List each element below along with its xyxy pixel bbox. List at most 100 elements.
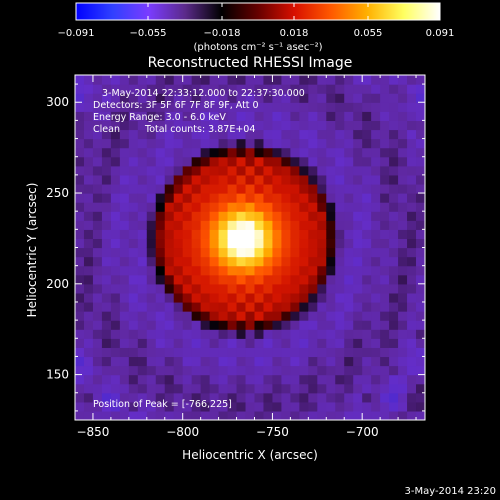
heatmap-cell xyxy=(317,93,327,103)
colorbar-tick-label: −0.018 xyxy=(203,28,240,39)
heatmap-cell xyxy=(344,75,354,85)
heatmap-cell xyxy=(218,138,229,149)
heatmap-cell xyxy=(326,329,336,339)
heatmap-cell xyxy=(155,84,166,94)
heatmap-cell xyxy=(362,129,372,140)
heatmap-cell xyxy=(389,102,399,112)
heatmap-cell xyxy=(191,356,202,367)
heatmap-cell xyxy=(344,392,354,403)
heatmap-cell xyxy=(353,320,363,330)
heatmap-cell xyxy=(290,338,300,348)
heatmap-cell xyxy=(191,220,202,230)
heatmap-cell xyxy=(83,102,94,112)
heatmap-cell xyxy=(173,211,184,221)
heatmap-cell xyxy=(218,247,229,258)
heatmap-cell xyxy=(209,392,220,403)
heatmap-cell xyxy=(344,229,354,240)
heatmap-cell xyxy=(245,220,256,230)
heatmap-cell xyxy=(335,238,345,249)
heatmap-cell xyxy=(362,202,372,212)
heatmap-cell xyxy=(75,111,85,121)
heatmap-cell xyxy=(326,129,336,140)
heatmap-cell xyxy=(92,111,103,121)
heatmap-cell xyxy=(75,356,85,367)
heatmap-cell xyxy=(182,156,193,167)
heatmap-cell xyxy=(371,365,381,376)
heatmap-cell xyxy=(173,138,184,149)
heatmap-cell xyxy=(416,102,425,112)
heatmap-cell xyxy=(389,401,399,412)
heatmap-cell xyxy=(227,202,238,212)
heatmap-cell xyxy=(308,311,318,321)
heatmap-cell xyxy=(272,138,283,149)
heatmap-cell xyxy=(83,111,94,121)
heatmap-cell xyxy=(416,111,425,121)
heatmap-cell xyxy=(272,311,283,321)
heatmap-cell xyxy=(128,265,139,276)
heatmap-cell xyxy=(101,301,112,312)
heatmap-cell xyxy=(110,111,121,121)
heatmap-cell xyxy=(227,129,238,140)
heatmap-cell xyxy=(245,338,256,348)
heatmap-cell xyxy=(389,383,399,394)
heatmap-cell xyxy=(164,292,175,303)
heatmap-cell xyxy=(200,174,211,185)
heatmap-cell xyxy=(245,229,256,240)
heatmap-cell xyxy=(308,401,318,412)
x-tick-label: −850 xyxy=(76,425,109,439)
heatmap-cell xyxy=(398,238,408,249)
heatmap-cell xyxy=(200,238,211,249)
heatmap-cell xyxy=(173,156,184,167)
heatmap-cell xyxy=(83,265,94,276)
heatmap-cell xyxy=(218,84,229,94)
heatmap-cell xyxy=(272,301,283,312)
heatmap-cell xyxy=(218,311,229,321)
heatmap-cell xyxy=(335,311,345,321)
heatmap-cell xyxy=(308,301,318,312)
heatmap-cell xyxy=(164,265,175,276)
heatmap-cell xyxy=(227,111,238,121)
heatmap-cell xyxy=(209,347,220,358)
y-axis-label: Heliocentric Y (arcsec) xyxy=(25,183,39,318)
heatmap-cell xyxy=(380,183,390,194)
heatmap-cell xyxy=(128,410,139,420)
heatmap-cell xyxy=(245,374,256,385)
heatmap-cell xyxy=(200,193,211,203)
heatmap-cell xyxy=(218,220,229,230)
heatmap-cell xyxy=(317,410,327,420)
heatmap-cell xyxy=(227,392,238,403)
heatmap-cell xyxy=(290,311,300,321)
heatmap-cell xyxy=(128,311,139,321)
heatmap-cell xyxy=(83,256,94,267)
heatmap-cell xyxy=(146,283,157,294)
heatmap-cell xyxy=(83,392,94,403)
heatmap-cell xyxy=(245,274,256,285)
heatmap-cell xyxy=(362,174,372,185)
heatmap-cell xyxy=(290,193,300,203)
heatmap-cell xyxy=(209,211,220,221)
heatmap-cell xyxy=(173,129,184,140)
heatmap-cell xyxy=(92,129,103,140)
heatmap-cell xyxy=(227,256,238,267)
heatmap-cell xyxy=(182,320,193,330)
heatmap-cell xyxy=(353,84,363,94)
heatmap-cell xyxy=(299,410,309,420)
heatmap-cell xyxy=(164,347,175,358)
heatmap-cell xyxy=(119,129,130,140)
heatmap-cell xyxy=(236,329,247,339)
heatmap-cell xyxy=(137,292,148,303)
heatmap-cell xyxy=(146,75,157,85)
heatmap-cell xyxy=(353,238,363,249)
heatmap-cell xyxy=(317,301,327,312)
heatmap-cell xyxy=(200,283,211,294)
heatmap-cell xyxy=(389,84,399,94)
heatmap-cell xyxy=(146,301,157,312)
heatmap-cell xyxy=(110,301,121,312)
heatmap-cell xyxy=(407,202,417,212)
heatmap-cell xyxy=(416,283,425,294)
heatmap-cell xyxy=(254,374,265,385)
heatmap-cell xyxy=(362,392,372,403)
heatmap-cell xyxy=(182,410,193,420)
heatmap-cell xyxy=(326,165,336,176)
heatmap-cell xyxy=(326,102,336,112)
